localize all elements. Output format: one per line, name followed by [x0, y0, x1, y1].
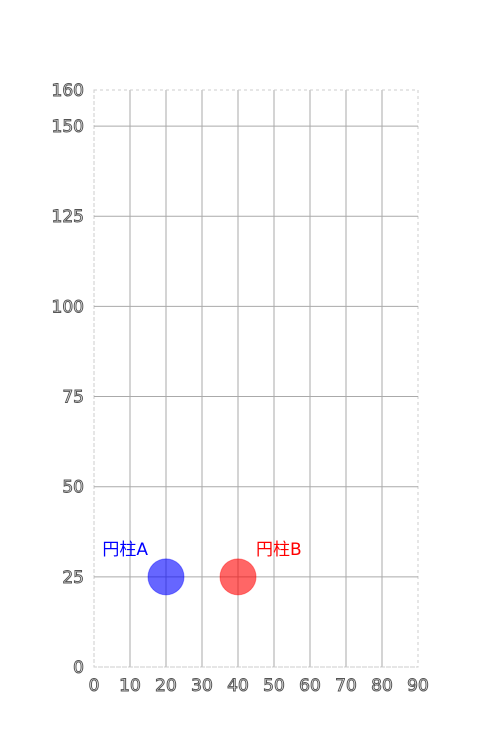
x-tick-label: 20	[155, 676, 177, 696]
y-tick-label: 125	[52, 207, 84, 227]
tick-labels: 0 10 20 30 40 50 60 70 80 90 0 25 50 75 100 125 150 160	[51, 81, 429, 697]
y-tick-label: 160	[52, 81, 84, 101]
x-tick-label: 40	[227, 676, 249, 696]
x-tick-label: 0	[89, 676, 100, 696]
y-tick-label: 0	[73, 658, 84, 678]
x-tick-label: 30	[191, 676, 213, 696]
x-tick-label: 10	[119, 676, 141, 696]
data-point	[147, 558, 185, 596]
y-tick-label: 150	[52, 117, 84, 137]
data-points: 円柱A 円柱B	[102, 540, 302, 596]
x-tick-label: 80	[371, 676, 393, 696]
x-tick-label: 70	[335, 676, 357, 696]
x-tick-label: 60	[299, 676, 321, 696]
x-tick-label: 50	[263, 676, 285, 696]
data-point-label: 円柱A	[102, 540, 148, 560]
y-tick-label: 50	[62, 478, 84, 498]
y-tick-label: 75	[62, 388, 84, 408]
data-point	[219, 558, 257, 596]
x-tick-label: 90	[407, 676, 429, 696]
y-tick-label: 25	[62, 568, 84, 588]
data-point-label: 円柱B	[256, 540, 302, 560]
y-tick-label: 100	[52, 297, 84, 317]
